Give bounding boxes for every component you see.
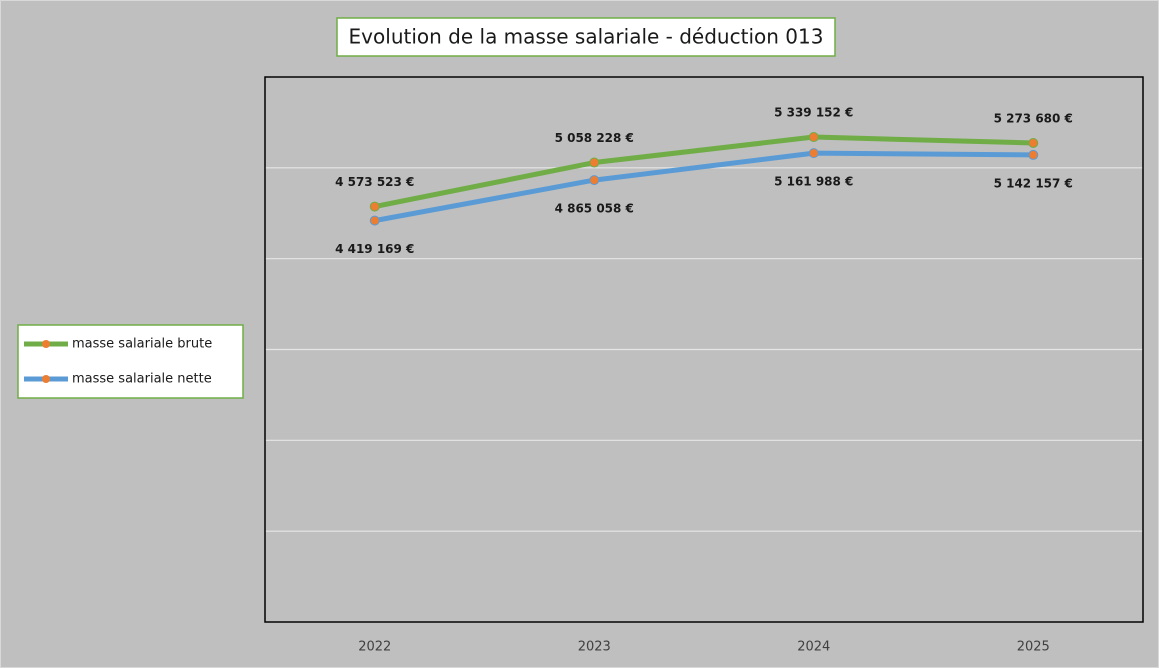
data-label: 5 273 680 €: [994, 111, 1073, 125]
marker: [1028, 137, 1039, 148]
marker: [589, 157, 600, 168]
x-tick-label: 2024: [797, 640, 830, 655]
legend-label: masse salariale nette: [72, 372, 212, 387]
marker: [1028, 149, 1039, 160]
plot-area: [264, 76, 1144, 623]
series-line: [372, 134, 1036, 210]
legend-marker: [42, 340, 50, 348]
data-label: 4 573 523 €: [335, 175, 414, 189]
marker: [589, 175, 600, 186]
marker: [808, 148, 819, 159]
data-label: 5 339 152 €: [774, 106, 853, 120]
series-line: [372, 150, 1036, 224]
legend-label: masse salariale brute: [72, 337, 212, 352]
legend-box: [17, 324, 244, 399]
chart-title: Evolution de la masse salariale - déduct…: [349, 25, 824, 49]
marker: [369, 215, 380, 226]
data-label: 5 161 988 €: [774, 175, 853, 189]
data-label: 5 058 228 €: [555, 131, 634, 145]
marker: [808, 132, 819, 143]
legend-marker: [42, 375, 50, 383]
data-label: 5 142 157 €: [994, 176, 1073, 190]
title-box: [336, 17, 836, 57]
x-tick-label: 2022: [358, 640, 391, 655]
x-tick-label: 2025: [1017, 640, 1050, 655]
data-label: 4 419 169 €: [335, 242, 414, 256]
x-tick-label: 2023: [578, 640, 611, 655]
marker: [369, 201, 380, 212]
data-label: 4 865 058 €: [555, 202, 634, 216]
